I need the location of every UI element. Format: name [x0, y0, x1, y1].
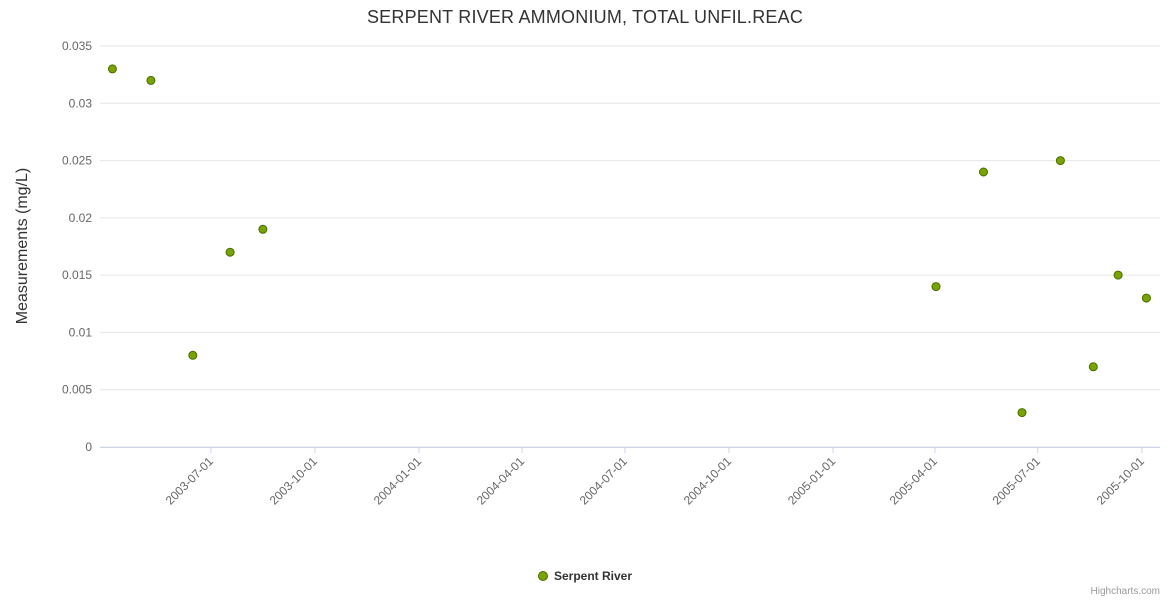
y-axis-label: 0.03 — [69, 96, 93, 110]
data-point[interactable] — [979, 167, 988, 177]
data-point[interactable] — [258, 224, 268, 234]
x-axis-label: 2005-07-01 — [990, 454, 1044, 508]
y-axis-label: 0.005 — [62, 383, 92, 397]
y-axis-label: 0 — [85, 440, 92, 454]
data-point[interactable] — [1113, 270, 1123, 280]
y-axis-label: 0.025 — [62, 154, 92, 168]
credits-link[interactable]: Highcharts.com — [1090, 586, 1160, 597]
x-axis-label: 2004-01-01 — [371, 454, 425, 508]
data-point[interactable] — [1017, 408, 1027, 418]
data-point[interactable] — [107, 64, 117, 74]
x-axis-label: 2003-07-01 — [163, 454, 217, 508]
legend-item-serpent-river[interactable]: Serpent River — [0, 569, 1170, 583]
y-axis-label: 0.01 — [69, 325, 93, 339]
axes — [100, 447, 1160, 453]
legend-marker-icon — [537, 571, 548, 581]
x-axis-label: 2004-07-01 — [577, 454, 631, 508]
data-point[interactable] — [1088, 362, 1098, 372]
legend-label: Serpent River — [553, 569, 633, 583]
y-axis-label: 0.035 — [62, 39, 92, 53]
x-axis-label: 2004-04-01 — [474, 454, 528, 508]
axis-labels: 0 0.005 0.01 0.015 0.02 0.025 0.03 0.035 2003-07… — [62, 39, 1147, 508]
x-axis-label: 2005-10-01 — [1094, 454, 1148, 508]
data-point[interactable] — [146, 75, 156, 85]
data-point[interactable] — [1141, 293, 1151, 303]
gridlines — [100, 45, 1160, 448]
data-point[interactable] — [1055, 156, 1065, 166]
x-axis-label: 2004-10-01 — [681, 454, 735, 508]
data-point[interactable] — [188, 350, 198, 360]
y-axis-title: Measurements (mg/L) — [14, 168, 31, 325]
x-axis-label: 2003-10-01 — [267, 454, 321, 508]
x-axis-label: 2005-01-01 — [785, 454, 839, 508]
y-axis-label: 0.015 — [62, 268, 92, 282]
data-point[interactable] — [931, 282, 941, 292]
data-point[interactable] — [225, 247, 235, 257]
y-axis-label: 0.02 — [69, 211, 93, 225]
chart-title: SERPENT RIVER AMMONIUM, TOTAL UNFIL.REAC — [366, 7, 804, 27]
x-axis-label: 2005-04-01 — [887, 454, 941, 508]
scatter-series — [107, 64, 1151, 418]
